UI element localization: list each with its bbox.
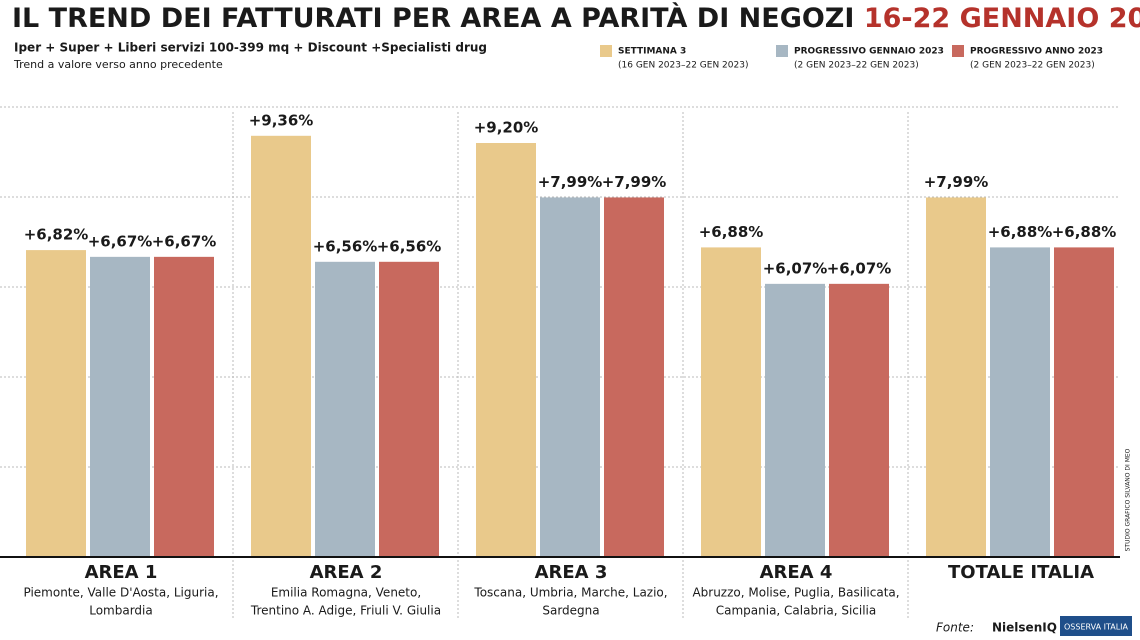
region-label: Piemonte, Valle D'Aosta, Liguria, bbox=[23, 586, 218, 600]
logo-osserva: OSSERVA ITALIA bbox=[1064, 623, 1129, 632]
region-label: Toscana, Umbria, Marche, Lazio, bbox=[473, 586, 667, 600]
title-period: 16-22 GENNAIO 2023 bbox=[864, 3, 1140, 34]
x-tick-label: AREA 1 bbox=[85, 562, 158, 583]
subtitle: Iper + Super + Liberi servizi 100-399 mq… bbox=[14, 41, 487, 55]
region-label: Sardegna bbox=[542, 604, 599, 618]
legend-swatch bbox=[776, 45, 788, 57]
region-label: Abruzzo, Molise, Puglia, Basilicata, bbox=[692, 586, 899, 600]
bar bbox=[765, 283, 825, 557]
value-label: +6,56% bbox=[377, 237, 442, 255]
bar bbox=[315, 261, 375, 557]
legend-swatch bbox=[952, 45, 964, 57]
subtitle2: Trend a valore verso anno precedente bbox=[13, 58, 223, 71]
value-label: +6,88% bbox=[988, 223, 1053, 241]
logo-box bbox=[1060, 616, 1132, 636]
x-tick-label: TOTALE ITALIA bbox=[948, 562, 1094, 583]
legend-label: PROGRESSIVO ANNO 2023 bbox=[970, 47, 1103, 57]
value-label: +7,99% bbox=[924, 173, 989, 191]
logo-nielsen: NielsenIQ bbox=[992, 621, 1057, 635]
value-label: +6,67% bbox=[88, 232, 153, 250]
bar bbox=[829, 283, 889, 557]
source-label: Fonte: bbox=[936, 621, 974, 635]
bar bbox=[926, 197, 986, 557]
bar bbox=[379, 261, 439, 557]
legend-swatch bbox=[600, 45, 612, 57]
legend-period: (16 GEN 2023–22 GEN 2023) bbox=[618, 61, 748, 71]
bar bbox=[604, 197, 664, 557]
value-label: +9,36% bbox=[249, 111, 314, 129]
x-tick-label: AREA 4 bbox=[760, 562, 833, 583]
bar bbox=[26, 250, 86, 557]
value-label: +7,99% bbox=[602, 173, 667, 191]
bar bbox=[701, 247, 761, 557]
chart-title: IL TREND DEI FATTURATI PER AREA A PARITÀ… bbox=[12, 2, 1140, 34]
region-label: Lombardia bbox=[89, 604, 153, 618]
bar bbox=[1054, 247, 1114, 557]
value-label: +9,20% bbox=[474, 119, 539, 137]
value-label: +6,88% bbox=[1052, 223, 1117, 241]
region-label: Emilia Romagna, Veneto, bbox=[271, 586, 421, 600]
x-tick-label: AREA 3 bbox=[535, 562, 608, 583]
legend-label: SETTIMANA 3 bbox=[618, 47, 686, 57]
legend-label: PROGRESSIVO GENNAIO 2023 bbox=[794, 47, 944, 57]
region-label: Campania, Calabria, Sicilia bbox=[716, 604, 877, 618]
legend-period: (2 GEN 2023–22 GEN 2023) bbox=[794, 61, 919, 71]
value-label: +7,99% bbox=[538, 173, 603, 191]
x-tick-label: AREA 2 bbox=[310, 562, 383, 583]
bar bbox=[154, 256, 214, 557]
value-label: +6,67% bbox=[152, 232, 217, 250]
value-label: +6,56% bbox=[313, 237, 378, 255]
bar bbox=[540, 197, 600, 557]
bar bbox=[90, 256, 150, 557]
region-label: Trentino A. Adige, Friuli V. Giulia bbox=[250, 604, 441, 618]
value-label: +6,07% bbox=[763, 259, 828, 277]
credit: STUDIO GRAFICO SILVANO DI MEO bbox=[1125, 448, 1132, 551]
bar bbox=[251, 135, 311, 558]
legend-period: (2 GEN 2023–22 GEN 2023) bbox=[970, 61, 1095, 71]
title-main: IL TREND DEI FATTURATI PER AREA A PARITÀ… bbox=[12, 2, 854, 34]
value-label: +6,07% bbox=[827, 259, 892, 277]
bar bbox=[990, 247, 1050, 557]
value-label: +6,88% bbox=[699, 223, 764, 241]
value-label: +6,82% bbox=[24, 226, 89, 244]
bar bbox=[476, 143, 536, 557]
